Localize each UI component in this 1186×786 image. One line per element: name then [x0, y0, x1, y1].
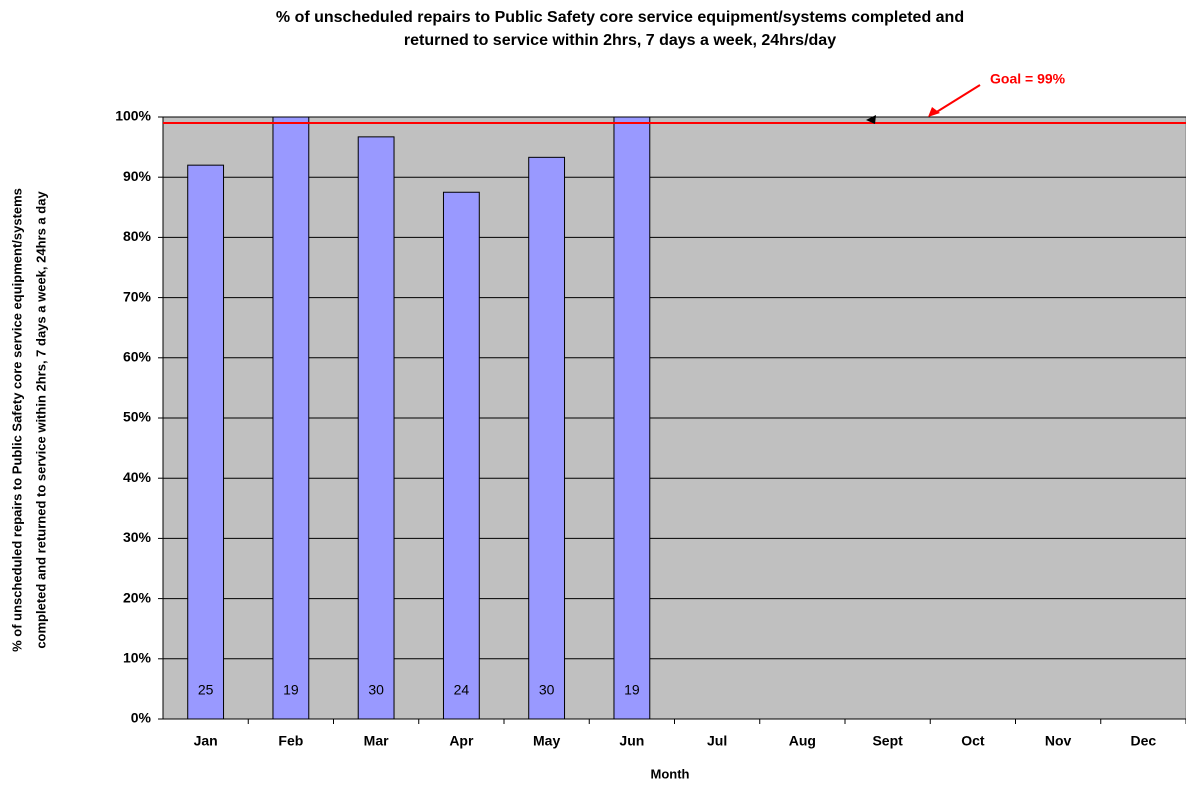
x-tick-label: Apr	[449, 733, 474, 749]
bar-label: 19	[624, 682, 640, 698]
y-axis-label: % of unscheduled repairs to Public Safet…	[9, 188, 24, 652]
chart-title: returned to service within 2hrs, 7 days …	[404, 32, 836, 49]
bar-label: 30	[368, 682, 384, 698]
bar	[187, 164, 225, 720]
x-tick-label: Feb	[278, 733, 303, 749]
y-tick-label: 10%	[123, 650, 152, 666]
y-axis-label-group: % of unscheduled repairs to Public Safet…	[9, 188, 48, 652]
bar	[613, 116, 651, 720]
x-tick-label: May	[533, 733, 560, 749]
goal-label: Goal = 99%	[990, 71, 1066, 87]
goal-arrow	[934, 84, 981, 114]
x-tick-label: Sept	[872, 733, 903, 749]
bar-label: 30	[539, 682, 555, 698]
x-tick-label: Jan	[194, 733, 218, 749]
x-tick-label: Mar	[364, 733, 389, 749]
x-tick-label: Nov	[1045, 733, 1072, 749]
bar	[528, 156, 566, 720]
y-tick-label: 20%	[123, 589, 152, 605]
y-tick-label: 50%	[123, 409, 152, 425]
x-tick-label: Oct	[961, 733, 985, 749]
y-tick-label: 30%	[123, 529, 152, 545]
x-tick-label: Dec	[1131, 733, 1157, 749]
chart-title: % of unscheduled repairs to Public Safet…	[276, 9, 964, 26]
goal-arrowhead	[928, 107, 940, 117]
bar-label: 25	[198, 682, 214, 698]
bar	[272, 116, 310, 720]
x-tick-label: Jun	[619, 733, 644, 749]
x-tick-label: Aug	[789, 733, 816, 749]
y-tick-label: 100%	[115, 108, 151, 124]
bar-label: 24	[454, 682, 470, 698]
x-tick-label: Jul	[707, 733, 727, 749]
pointer-arrowhead	[866, 115, 876, 124]
y-tick-label: 60%	[123, 349, 152, 365]
bar	[442, 191, 480, 720]
y-tick-label: 90%	[123, 168, 152, 184]
y-tick-label: 40%	[123, 469, 152, 485]
y-tick-label: 70%	[123, 288, 152, 304]
bar	[357, 136, 395, 720]
y-tick-label: 80%	[123, 228, 152, 244]
y-tick-label: 0%	[131, 710, 152, 726]
y-axis-label: completed and returned to service within…	[33, 191, 48, 649]
bar-label: 19	[283, 682, 299, 698]
x-axis-label: Month	[651, 766, 690, 781]
